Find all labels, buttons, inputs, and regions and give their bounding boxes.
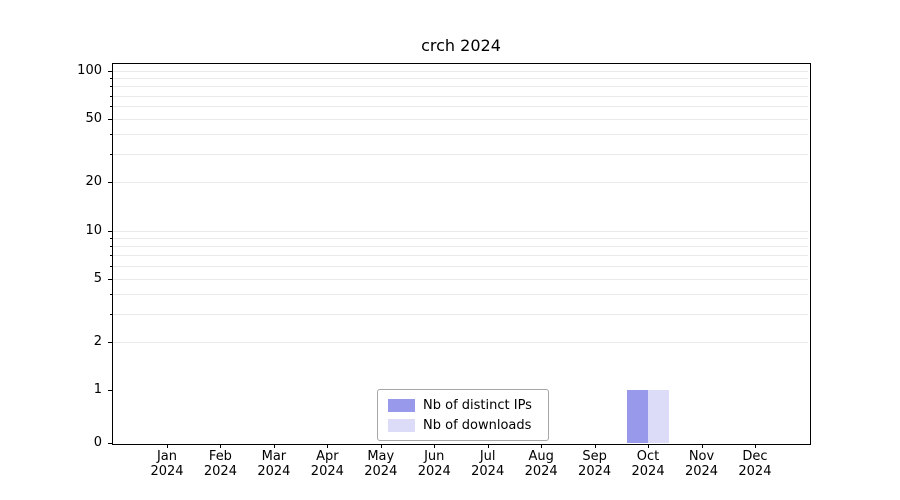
x-tick-label: Dec 2024 bbox=[738, 449, 772, 479]
gridline bbox=[113, 278, 808, 280]
legend-item-downloads: Nb of downloads bbox=[388, 416, 538, 434]
gridline bbox=[113, 265, 808, 267]
x-tick-mark bbox=[167, 444, 168, 448]
y-tick-mark bbox=[108, 71, 112, 72]
y-tick-mark bbox=[108, 390, 112, 391]
y-minor-tick-mark bbox=[110, 245, 112, 247]
gridline bbox=[113, 71, 808, 72]
y-tick-label: 0 bbox=[93, 435, 102, 450]
y-tick-label: 100 bbox=[77, 63, 102, 78]
gridline bbox=[113, 95, 808, 97]
plot-area bbox=[112, 63, 811, 445]
y-tick-mark bbox=[108, 182, 112, 184]
y-tick-label: 20 bbox=[85, 174, 102, 190]
bar-distinct-ips bbox=[627, 390, 649, 443]
x-tick-mark bbox=[541, 444, 543, 448]
gridline bbox=[113, 230, 808, 232]
gridline bbox=[113, 293, 808, 295]
x-tick-label: Apr 2024 bbox=[310, 449, 344, 479]
gridline bbox=[113, 255, 808, 257]
legend-label-distinct-ips: Nb of distinct IPs bbox=[423, 397, 532, 413]
gridline bbox=[113, 154, 808, 156]
y-minor-tick-mark bbox=[110, 95, 112, 97]
x-tick-label: Jul 2024 bbox=[471, 449, 505, 479]
y-minor-tick-mark bbox=[110, 313, 112, 315]
x-tick-mark bbox=[434, 444, 436, 448]
y-minor-tick-mark bbox=[110, 237, 112, 239]
x-tick-label: Sep 2024 bbox=[578, 449, 612, 479]
gridline bbox=[113, 245, 808, 247]
chart-title: crch 2024 bbox=[421, 36, 501, 55]
x-tick-mark bbox=[380, 444, 382, 448]
x-tick-mark bbox=[327, 444, 329, 448]
x-tick-mark bbox=[754, 444, 756, 448]
x-tick-label: Feb 2024 bbox=[203, 449, 237, 479]
x-tick-label: Mar 2024 bbox=[257, 449, 291, 479]
x-tick-mark bbox=[220, 444, 222, 448]
y-tick-label: 10 bbox=[85, 222, 102, 238]
gridline bbox=[113, 237, 808, 239]
legend-label-downloads: Nb of downloads bbox=[423, 417, 532, 433]
x-tick-label: May 2024 bbox=[364, 449, 398, 479]
x-tick-label: Jan 2024 bbox=[150, 449, 184, 479]
gridline bbox=[113, 341, 808, 343]
y-tick-mark bbox=[108, 443, 112, 444]
legend-item-distinct-ips: Nb of distinct IPs bbox=[388, 396, 538, 414]
gridline bbox=[113, 86, 808, 88]
gridline bbox=[113, 182, 808, 184]
x-tick-mark bbox=[487, 444, 489, 448]
x-tick-label: Nov 2024 bbox=[684, 449, 719, 479]
x-tick-label: Oct 2024 bbox=[631, 449, 665, 479]
y-minor-tick-mark bbox=[110, 265, 112, 267]
y-tick-label: 5 bbox=[93, 270, 102, 286]
legend-swatch-downloads bbox=[388, 418, 415, 432]
gridline bbox=[113, 119, 808, 120]
y-minor-tick-mark bbox=[110, 293, 112, 295]
gridline bbox=[113, 313, 808, 315]
gridline bbox=[113, 134, 808, 136]
y-minor-tick-mark bbox=[110, 255, 112, 257]
gridline bbox=[113, 106, 808, 108]
y-minor-tick-mark bbox=[110, 134, 112, 136]
y-tick-mark bbox=[108, 278, 112, 280]
x-tick-label: Jun 2024 bbox=[417, 449, 451, 479]
y-tick-mark bbox=[108, 341, 112, 343]
y-tick-mark bbox=[108, 119, 112, 120]
y-minor-tick-mark bbox=[110, 86, 112, 88]
y-minor-tick-mark bbox=[110, 78, 112, 80]
y-minor-tick-mark bbox=[110, 106, 112, 108]
legend-swatch-distinct-ips bbox=[388, 398, 415, 412]
legend: Nb of distinct IPs Nb of downloads bbox=[377, 389, 549, 441]
x-tick-mark bbox=[273, 444, 275, 448]
y-minor-tick-mark bbox=[110, 154, 112, 156]
y-tick-mark bbox=[108, 230, 112, 232]
x-tick-label: Aug 2024 bbox=[524, 449, 558, 479]
x-tick-mark bbox=[701, 444, 703, 448]
y-tick-label: 2 bbox=[93, 333, 102, 349]
y-tick-label: 1 bbox=[93, 382, 102, 397]
bar-downloads bbox=[648, 390, 670, 443]
x-tick-mark bbox=[648, 444, 650, 448]
x-tick-mark bbox=[594, 444, 596, 448]
gridline bbox=[113, 78, 808, 80]
y-tick-label: 50 bbox=[85, 111, 102, 126]
